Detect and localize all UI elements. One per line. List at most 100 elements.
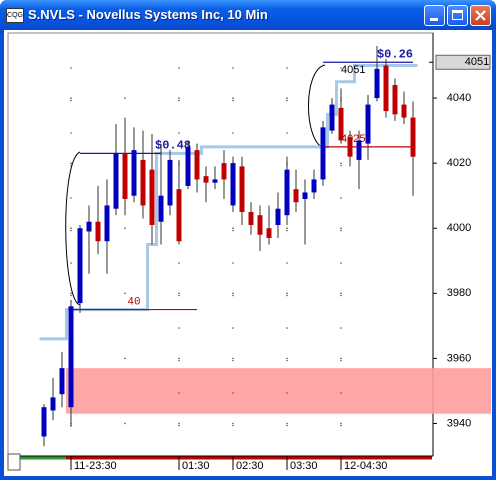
grid-dot: [178, 357, 180, 360]
grid-dot: [124, 227, 126, 230]
grid-dot: [70, 162, 72, 164]
candle-body: [239, 166, 245, 212]
title-bar: CQG S.NVLS - Novellus Systems Inc, 10 Mi…: [0, 0, 496, 30]
candle-body: [203, 176, 209, 183]
grid-dot: [340, 67, 342, 69]
grid-dot: [340, 262, 342, 264]
candle-body: [230, 163, 236, 206]
minimize-button[interactable]: [424, 5, 445, 26]
close-button[interactable]: [470, 5, 491, 26]
y-tick-label: 4000: [447, 222, 471, 234]
grid-dot: [286, 422, 288, 425]
grid-dot: [286, 229, 288, 232]
grid-dot: [232, 67, 234, 69]
grid-dot: [286, 292, 288, 295]
grid-dot: [286, 294, 288, 297]
grid-dot: [232, 132, 234, 134]
candle-body: [68, 306, 74, 408]
grid-dot: [340, 327, 342, 329]
candle-body: [347, 137, 353, 157]
app-icon: CQG: [6, 8, 24, 23]
candle-body: [185, 146, 191, 186]
grid-dot: [286, 67, 288, 69]
grid-dot: [340, 229, 342, 232]
x-tick-label: 01:30: [182, 460, 210, 472]
candle-body: [86, 221, 92, 232]
candle-body: [122, 153, 128, 199]
grid-dot: [232, 229, 234, 232]
candle-body: [41, 407, 47, 437]
grid-dot: [340, 164, 342, 167]
bracket: [308, 64, 326, 149]
grid-dot: [232, 357, 234, 360]
level-label: $0.26: [377, 47, 413, 61]
grid-dot: [286, 97, 288, 99]
scroll-box: [7, 453, 21, 471]
candle-body: [410, 117, 416, 157]
grid-dot: [232, 99, 234, 102]
candle-body: [329, 104, 335, 131]
grid-dot: [178, 132, 180, 134]
maximize-button[interactable]: [447, 5, 468, 26]
candle-body: [95, 221, 101, 242]
candle-body: [59, 368, 65, 395]
grid-dot: [232, 392, 234, 394]
candle-body: [149, 169, 155, 225]
client-area: 3940 3960 3980 4000 4020 4040 11-23:30 01:30 02:…: [4, 30, 492, 476]
candle-body: [221, 163, 227, 180]
candle-body: [365, 104, 371, 144]
level-value: 4025: [341, 133, 365, 145]
x-tick-label: 11-23:30: [74, 460, 117, 472]
candle-body: [248, 211, 254, 225]
grid-dot: [178, 392, 180, 394]
grid-dot: [178, 422, 180, 425]
grid-dot: [232, 294, 234, 297]
grid-dot: [286, 424, 288, 427]
price-marker-box: [435, 54, 491, 70]
grid-dot: [232, 97, 234, 99]
grid-dot: [340, 392, 342, 394]
grid-dot: [232, 262, 234, 264]
grid-dot: [70, 292, 72, 295]
candle-body: [320, 127, 326, 180]
grid-dot: [70, 197, 72, 199]
x-tick-label: 03:30: [290, 460, 318, 472]
x-tick-label: 12-04:30: [344, 460, 387, 472]
grid-dot: [232, 327, 234, 329]
grid-dot: [340, 294, 342, 297]
candle-body: [77, 228, 83, 304]
candle-body: [383, 65, 389, 112]
candle-body: [131, 150, 137, 196]
y-tick-label: 4040: [447, 92, 471, 104]
grid-dot: [232, 422, 234, 425]
grid-dot: [340, 422, 342, 425]
candle-body: [302, 192, 308, 199]
grid-dot: [232, 424, 234, 427]
candle-body: [140, 159, 146, 206]
grid-dot: [70, 67, 72, 69]
candle-body: [392, 85, 398, 115]
grid-dot: [70, 294, 72, 297]
grid-dot: [70, 132, 72, 134]
grid-dot: [70, 262, 72, 264]
grid-dot: [178, 67, 180, 69]
grid-dot: [340, 227, 342, 230]
grid-dot: [286, 262, 288, 264]
grid-dot: [340, 292, 342, 295]
candle-body: [104, 205, 110, 242]
grid-dot: [178, 97, 180, 99]
level-label: $0.48: [155, 139, 191, 153]
grid-dot: [232, 227, 234, 230]
grid-dot: [70, 99, 72, 102]
grid-dot: [286, 132, 288, 134]
grid-dot: [286, 99, 288, 102]
candle-body: [257, 215, 263, 235]
y-tick-label: 3960: [447, 352, 471, 364]
y-tick-label: 3940: [447, 417, 471, 429]
candle-body: [401, 104, 407, 118]
zone: [66, 368, 491, 414]
grid-dot: [232, 292, 234, 295]
grid-dot: [124, 97, 126, 99]
grid-dot: [286, 227, 288, 230]
candle-body: [338, 107, 344, 141]
